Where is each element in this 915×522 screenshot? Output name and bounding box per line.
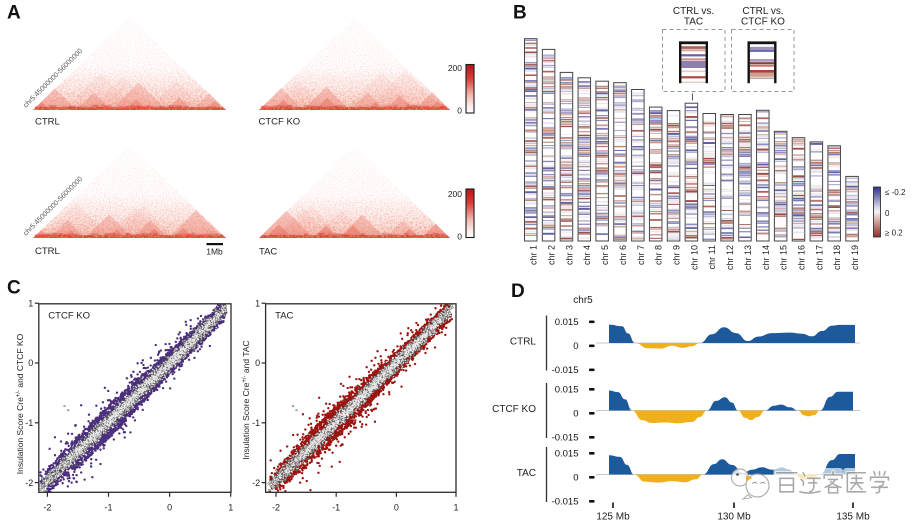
svg-text:C: C [7, 278, 21, 299]
svg-text:chr 7: chr 7 [636, 245, 646, 265]
svg-text:1: 1 [228, 502, 233, 512]
svg-text:0: 0 [457, 232, 462, 242]
svg-text:200: 200 [448, 63, 462, 73]
svg-text:200: 200 [448, 189, 462, 199]
svg-text:chr 3: chr 3 [564, 245, 574, 265]
svg-text:chr 13: chr 13 [743, 245, 753, 270]
svg-text:chr 8: chr 8 [654, 245, 664, 265]
svg-text:TAC: TAC [275, 311, 293, 322]
svg-text:≥ 0.2: ≥ 0.2 [885, 229, 903, 238]
svg-text:0.015: 0.015 [555, 317, 579, 328]
svg-text:chr 1: chr 1 [529, 245, 539, 265]
svg-text:chr 19: chr 19 [850, 245, 860, 270]
svg-text:130 Mb: 130 Mb [717, 512, 751, 522]
svg-text:CTRL vs.: CTRL vs. [673, 6, 714, 17]
svg-text:0: 0 [394, 502, 399, 512]
svg-text:chr 16: chr 16 [797, 245, 807, 270]
svg-text:TAC: TAC [259, 247, 277, 258]
svg-text:0: 0 [255, 358, 260, 368]
svg-text:-0.015: -0.015 [552, 497, 579, 508]
svg-text:chr 2: chr 2 [547, 245, 557, 265]
svg-text:0.015: 0.015 [555, 385, 579, 396]
svg-text:chr 12: chr 12 [725, 245, 735, 270]
svg-text:chr 9: chr 9 [672, 245, 682, 265]
svg-text:chr 6: chr 6 [618, 245, 628, 265]
svg-text:0: 0 [573, 473, 578, 484]
svg-text:-1: -1 [252, 418, 260, 428]
svg-text:chr 4: chr 4 [582, 245, 592, 265]
svg-text:CTCF KO: CTCF KO [741, 17, 785, 28]
svg-text:B: B [513, 3, 527, 24]
svg-text:CTRL: CTRL [35, 117, 60, 128]
svg-text:Insulation Score Cre+/- and CT: Insulation Score Cre+/- and CTCF KO [15, 333, 25, 474]
svg-text:chr 14: chr 14 [761, 245, 771, 270]
svg-text:-2: -2 [272, 502, 280, 512]
svg-text:CTCF KO: CTCF KO [259, 117, 301, 128]
svg-text:chr 11: chr 11 [707, 245, 717, 269]
svg-text:1: 1 [453, 502, 458, 512]
svg-text:1: 1 [255, 298, 260, 308]
svg-text:1Mb: 1Mb [206, 247, 223, 257]
svg-text:chr 17: chr 17 [814, 245, 824, 270]
svg-text:0: 0 [885, 209, 890, 218]
svg-text:Insulation Score Cre+/- and TA: Insulation Score Cre+/- and TAC [241, 340, 251, 459]
svg-text:chr 10: chr 10 [689, 245, 699, 270]
svg-text:-2: -2 [252, 478, 260, 488]
svg-text:0: 0 [573, 409, 578, 420]
svg-text:-1: -1 [25, 418, 33, 428]
svg-text:chr 15: chr 15 [779, 245, 789, 270]
svg-text:chr 18: chr 18 [832, 245, 842, 270]
svg-text:0: 0 [167, 502, 172, 512]
svg-text:1: 1 [28, 298, 33, 308]
svg-text:0.015: 0.015 [555, 449, 579, 460]
svg-text:CTCF KO: CTCF KO [48, 311, 90, 322]
svg-text:CTRL: CTRL [35, 246, 60, 257]
svg-text:0: 0 [573, 341, 578, 352]
svg-text:135 Mb: 135 Mb [836, 512, 870, 522]
svg-text:TAC: TAC [517, 468, 536, 479]
svg-text:-0.015: -0.015 [552, 365, 579, 376]
svg-text:D: D [511, 281, 525, 302]
svg-text:CTRL: CTRL [510, 337, 537, 348]
svg-text:CTRL vs.: CTRL vs. [742, 6, 783, 17]
svg-text:chr5: chr5 [573, 295, 593, 306]
svg-text:CTCF KO: CTCF KO [492, 404, 536, 415]
svg-text:TAC: TAC [684, 17, 703, 28]
svg-text:-2: -2 [43, 502, 51, 512]
svg-text:-1: -1 [104, 502, 112, 512]
svg-text:0: 0 [28, 358, 33, 368]
svg-text:-1: -1 [332, 502, 340, 512]
svg-text:chr 5: chr 5 [600, 245, 610, 265]
svg-text:125 Mb: 125 Mb [596, 512, 630, 522]
svg-text:0: 0 [457, 106, 462, 116]
svg-text:A: A [7, 3, 21, 24]
svg-text:-2: -2 [25, 478, 33, 488]
svg-text:≤ -0.2: ≤ -0.2 [885, 188, 906, 197]
svg-text:-0.015: -0.015 [552, 433, 579, 444]
